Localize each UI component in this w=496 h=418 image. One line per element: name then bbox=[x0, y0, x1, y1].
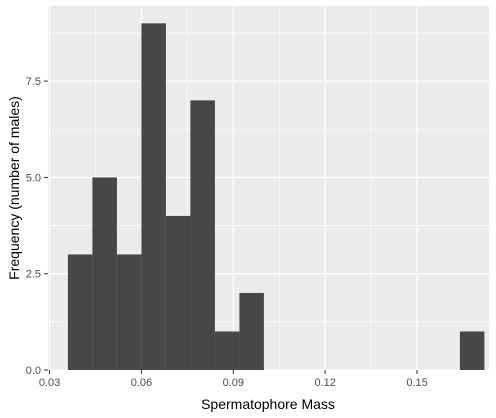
y-axis-title: Frequency (number of males) bbox=[6, 96, 22, 280]
histogram-bar bbox=[214, 331, 240, 370]
histogram-bar bbox=[92, 177, 117, 370]
histogram-bar bbox=[239, 292, 264, 370]
x-tick-label: 0.09 bbox=[223, 377, 244, 389]
x-tick-label: 0.12 bbox=[314, 377, 335, 389]
x-tick-label: 0.15 bbox=[406, 377, 427, 389]
x-tick-label: 0.03 bbox=[39, 377, 60, 389]
histogram-bar bbox=[67, 254, 93, 370]
y-tick-label: 5.0 bbox=[26, 172, 41, 184]
x-axis-title: Spermatophore Mass bbox=[201, 396, 335, 412]
y-tick-label: 7.5 bbox=[26, 76, 41, 88]
x-axis-ticks: 0.03 0.06 0.09 0.12 0.15 bbox=[39, 370, 428, 389]
y-tick-label: 2.5 bbox=[26, 269, 41, 281]
histogram-bar bbox=[190, 100, 215, 371]
histogram-bar bbox=[459, 331, 485, 370]
histogram-bar bbox=[116, 254, 142, 370]
y-tick-label: 0.0 bbox=[26, 365, 41, 377]
y-axis-ticks: 0.0 2.5 5.0 7.5 bbox=[26, 76, 48, 377]
x-tick-label: 0.06 bbox=[131, 377, 152, 389]
histogram-bars bbox=[67, 23, 485, 371]
histogram-bar bbox=[165, 215, 191, 370]
histogram-bar bbox=[141, 23, 166, 370]
